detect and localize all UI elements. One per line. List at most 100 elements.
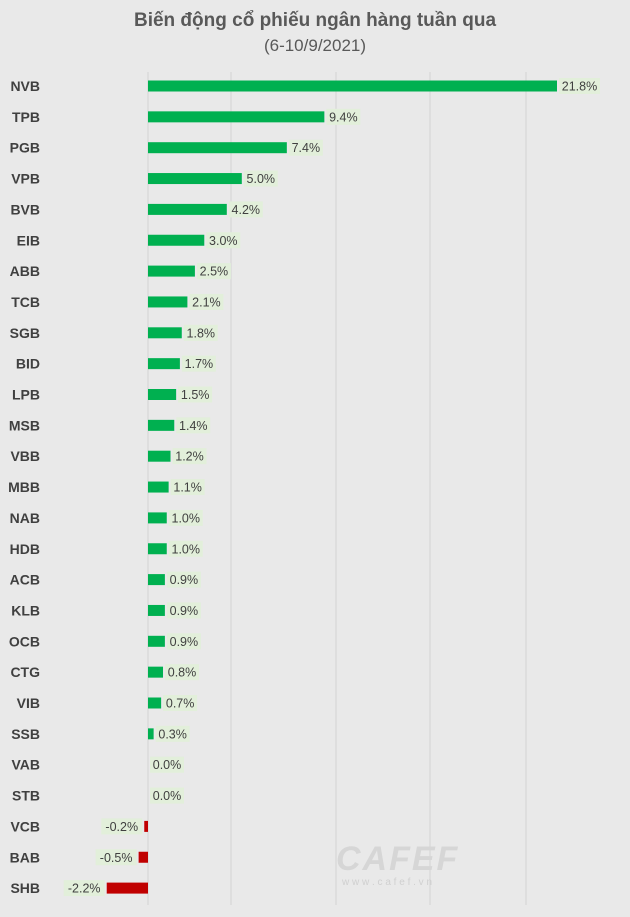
category-label: VPB <box>11 171 40 187</box>
category-label: SSB <box>11 726 40 742</box>
bar <box>148 358 180 370</box>
data-label-bg <box>170 479 205 496</box>
bar <box>148 265 195 277</box>
data-label: 3.0% <box>209 234 238 248</box>
bar <box>148 635 165 647</box>
data-label: 0.8% <box>168 666 197 680</box>
data-label-bg <box>168 509 203 526</box>
category-label: SHB <box>10 880 40 896</box>
bar <box>144 820 148 832</box>
category-label: TPB <box>12 109 40 125</box>
bar <box>148 327 182 339</box>
category-label: TCB <box>11 294 40 310</box>
data-label-bg <box>163 695 198 711</box>
svg-text:CAFEF: CAFEF <box>336 840 459 878</box>
category-label: SGB <box>10 325 40 341</box>
category-label: BAB <box>10 849 40 865</box>
data-label: 0.7% <box>166 697 195 711</box>
category-label: HDB <box>10 541 40 557</box>
data-label-bg <box>95 849 137 866</box>
data-label: 1.0% <box>172 511 201 525</box>
data-label-bg <box>166 571 201 588</box>
data-label: -0.2% <box>105 820 138 834</box>
category-label: ACB <box>10 572 40 588</box>
data-label-bg <box>165 664 200 681</box>
bar <box>148 296 188 308</box>
category-label: MSB <box>9 417 40 433</box>
bar <box>148 142 287 154</box>
data-label: 0.9% <box>170 635 199 649</box>
category-label: CTG <box>10 664 40 680</box>
data-label-bg <box>150 787 184 804</box>
data-label: -0.5% <box>100 851 133 865</box>
data-label: 1.0% <box>172 542 201 556</box>
data-label-bg <box>243 170 278 187</box>
category-label: NVB <box>10 78 40 94</box>
data-label-bg <box>176 417 211 434</box>
category-label: VCB <box>10 818 40 834</box>
category-label: VBB <box>10 448 40 464</box>
data-label-bg <box>168 540 203 557</box>
category-label: VAB <box>11 757 40 773</box>
bar <box>148 203 227 215</box>
data-label: 0.0% <box>153 789 182 803</box>
bar <box>148 234 205 246</box>
bar <box>148 728 154 740</box>
data-label-bg <box>101 818 143 835</box>
category-label: BID <box>16 356 40 372</box>
data-label: -2.2% <box>68 882 101 896</box>
category-label: NAB <box>10 510 40 526</box>
data-label-bg <box>63 880 105 897</box>
data-label: 1.2% <box>175 450 204 464</box>
data-label-bg <box>326 108 361 125</box>
data-label-bg <box>181 355 216 372</box>
data-label-bg <box>288 139 323 156</box>
category-label: MBB <box>8 479 40 495</box>
bar <box>148 574 165 586</box>
data-label-bg <box>166 633 201 650</box>
bar <box>148 481 169 493</box>
data-label: 1.4% <box>179 419 208 433</box>
bar <box>106 882 148 894</box>
bar <box>148 604 165 616</box>
category-label: KLB <box>11 602 40 618</box>
category-label: PGB <box>10 140 40 156</box>
data-label-bg <box>196 263 231 280</box>
category-label: EIB <box>17 232 40 248</box>
data-label: 1.7% <box>185 357 214 371</box>
data-label-bg <box>150 756 184 773</box>
chart-subtitle: (6-10/9/2021) <box>263 36 367 55</box>
bar <box>148 80 557 92</box>
data-label-bg <box>178 386 213 403</box>
chart-title: Biến động cổ phiếu ngân hàng tuần qua <box>133 10 497 31</box>
svg-text:w w w . c a f e f . v n: w w w . c a f e f . v n <box>341 877 432 888</box>
data-label-bg <box>559 78 600 94</box>
data-label: 9.4% <box>329 110 358 124</box>
data-label: 0.0% <box>153 758 182 772</box>
data-label: 0.3% <box>158 727 187 741</box>
category-label: VIB <box>17 695 40 711</box>
data-label: 21.8% <box>562 80 597 94</box>
category-label: STB <box>12 788 40 804</box>
category-label: BVB <box>10 201 40 217</box>
data-label: 4.2% <box>232 203 261 217</box>
data-label: 0.9% <box>170 604 199 618</box>
data-label: 1.1% <box>173 481 202 495</box>
data-label: 1.5% <box>181 388 210 402</box>
data-label-bg <box>206 232 241 249</box>
data-label: 5.0% <box>247 172 276 186</box>
data-label-bg <box>183 324 218 341</box>
bar <box>148 666 164 678</box>
data-label: 0.9% <box>170 573 199 587</box>
data-label: 1.8% <box>187 326 216 340</box>
data-label-bg <box>189 293 224 310</box>
data-label: 2.5% <box>200 265 229 279</box>
bar <box>148 419 175 431</box>
category-label: OCB <box>9 633 40 649</box>
data-label: 2.1% <box>192 295 221 309</box>
category-label: LPB <box>12 387 40 403</box>
data-label-bg <box>155 725 190 742</box>
bar <box>148 543 167 555</box>
